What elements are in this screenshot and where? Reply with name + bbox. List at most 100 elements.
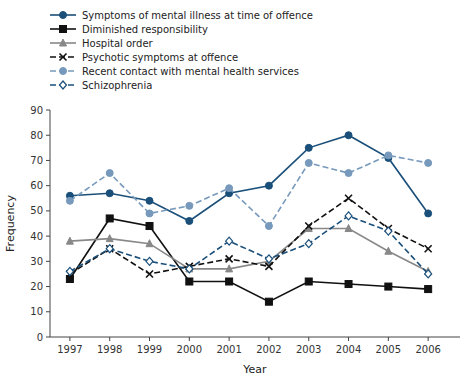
point [186, 265, 193, 273]
y-tick [46, 311, 50, 312]
x-tick-label: 2000 [177, 344, 202, 355]
point [425, 286, 432, 293]
legend-label: Recent contact with mental health servic… [82, 66, 299, 77]
x-tick-label: 2006 [415, 344, 440, 355]
y-tick-label: 70 [30, 155, 43, 166]
x-tick [109, 337, 110, 341]
legend-marker [60, 68, 67, 75]
point [226, 237, 233, 245]
point [265, 182, 272, 189]
x-axis [50, 337, 460, 338]
point [146, 223, 153, 230]
y-tick-label: 10 [30, 306, 43, 317]
y-tick-label: 50 [30, 205, 43, 216]
point [106, 245, 113, 253]
x-tick [69, 337, 70, 341]
point [385, 283, 392, 290]
x-tick-label: 1999 [137, 344, 162, 355]
point [226, 185, 233, 192]
point [106, 170, 113, 177]
point [345, 195, 352, 202]
x-tick [229, 337, 230, 341]
plot-area [66, 132, 431, 305]
y-tick [46, 236, 50, 237]
x-tick [348, 337, 349, 341]
y-tick [46, 337, 50, 338]
line [70, 155, 428, 226]
x-tick-label: 2004 [336, 344, 361, 355]
point [385, 227, 392, 235]
y-tick-label: 0 [37, 332, 43, 343]
point [146, 197, 153, 204]
series [66, 152, 431, 230]
y-tick [46, 210, 50, 211]
point [425, 159, 432, 166]
x-tick [388, 337, 389, 341]
series [66, 215, 431, 305]
point [345, 170, 352, 177]
x-tick [268, 337, 269, 341]
legend-label: Symptoms of mental illness at time of of… [82, 10, 313, 21]
y-tick-label: 20 [30, 281, 43, 292]
point [186, 217, 193, 224]
legend-label: Schizophrenia [82, 80, 152, 91]
x-tick-label: 2002 [256, 344, 281, 355]
point [345, 281, 352, 288]
point [305, 278, 312, 285]
point [425, 270, 432, 278]
point [345, 132, 352, 139]
legend-marker [60, 39, 67, 46]
point [146, 210, 153, 217]
point [66, 237, 73, 244]
x-tick-label: 1997 [57, 344, 82, 355]
y-tick-label: 40 [30, 231, 43, 242]
point [345, 212, 352, 220]
y-tick-label: 30 [30, 256, 43, 267]
point [226, 255, 233, 262]
point [186, 202, 193, 209]
point [305, 144, 312, 151]
x-tick [149, 337, 150, 341]
legend-label: Psychotic symptoms at offence [82, 52, 238, 63]
point [186, 278, 193, 285]
y-tick [46, 160, 50, 161]
y-tick [46, 261, 50, 262]
point [265, 263, 272, 270]
point [226, 265, 233, 272]
legend-marker [60, 26, 67, 33]
point [265, 223, 272, 230]
legend-label: Diminished responsibility [82, 24, 208, 35]
y-axis [50, 110, 51, 337]
x-tick-label: 2003 [296, 344, 321, 355]
legend-marker [60, 12, 67, 19]
line [70, 218, 428, 301]
point [385, 152, 392, 159]
point [425, 210, 432, 217]
point [146, 270, 153, 277]
y-tick-label: 90 [30, 105, 43, 116]
legend: Symptoms of mental illness at time of of… [50, 10, 313, 91]
point [305, 240, 312, 248]
point [345, 225, 352, 232]
chart: 1997199819992000200120022003200420052006… [0, 0, 474, 387]
point [146, 240, 153, 247]
point [425, 245, 432, 252]
line [70, 216, 428, 274]
x-tick [428, 337, 429, 341]
y-tick [46, 135, 50, 136]
point [305, 159, 312, 166]
x-axis-label: Year [242, 363, 267, 376]
y-tick [46, 286, 50, 287]
point [265, 298, 272, 305]
point [265, 255, 272, 263]
point [305, 223, 312, 230]
series [66, 212, 431, 278]
y-axis-label: Frequency [4, 195, 17, 252]
series [66, 132, 431, 225]
point [385, 247, 392, 254]
point [226, 278, 233, 285]
point [106, 245, 113, 252]
legend-label: Hospital order [82, 38, 154, 49]
x-tick [189, 337, 190, 341]
point [66, 267, 73, 275]
